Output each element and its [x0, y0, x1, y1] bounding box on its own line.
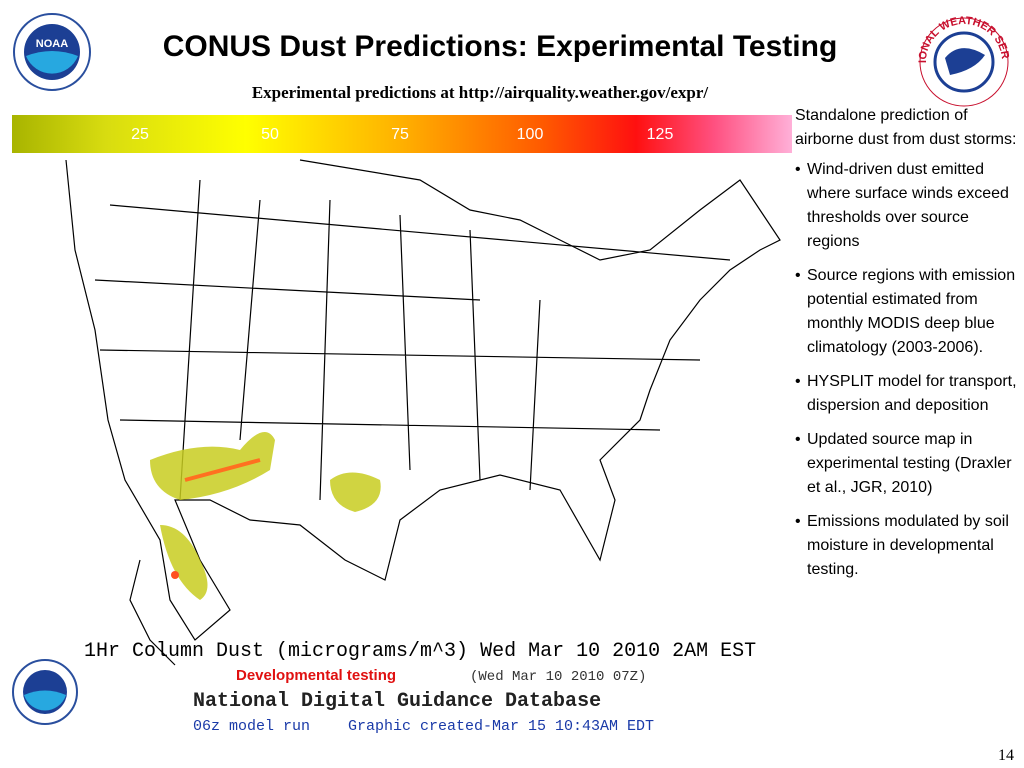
map-panel [12, 153, 792, 738]
map-noaa-logo [12, 659, 78, 725]
colorbar-tick-label: 125 [647, 126, 674, 143]
colorbar-tick-label: 25 [131, 126, 149, 143]
subtitle: Experimental predictions at http://airqu… [251, 83, 709, 102]
bullet: HYSPLIT model for transport, dispersion … [795, 370, 1017, 418]
colorbar-tick-label: 100 [517, 126, 544, 143]
map-model-run: 06z model run [193, 718, 310, 735]
map-database: National Digital Guidance Database [193, 690, 601, 713]
map-outline [65, 159, 781, 666]
colorbar [12, 115, 792, 153]
map-created: Graphic created-Mar 15 10:43AM EDT [348, 718, 654, 735]
title: CONUS Dust Predictions: Experimental Tes… [162, 30, 838, 63]
bullet-list: Wind-driven dust emitted where surface w… [795, 158, 1017, 582]
colorbar-tick-label: 50 [261, 126, 279, 143]
colorbar-tick-label: 75 [391, 126, 409, 143]
bullet: Updated source map in experimental testi… [795, 428, 1017, 500]
sidebar: Standalone prediction of airborne dust f… [795, 104, 1017, 592]
dust-areas [150, 432, 381, 600]
map-time: (Wed Mar 10 2010 07Z) [470, 669, 646, 685]
sidebar-intro: Standalone prediction of airborne dust f… [795, 107, 1017, 148]
page-number: 14 [998, 747, 1014, 764]
map-caption: 1Hr Column Dust (micrograms/m^3) Wed Mar… [84, 640, 756, 663]
colorbar-ticks: 25 50 75 100 125 [131, 126, 673, 143]
noaa-logo-text: NOAA [36, 38, 68, 50]
dev-label: Developmental testing [236, 667, 396, 684]
bullet: Emissions modulated by soil moisture in … [795, 510, 1017, 582]
noaa-logo: NOAA [13, 13, 91, 91]
bullet: Wind-driven dust emitted where surface w… [795, 158, 1017, 254]
bullet: Source regions with emission potential e… [795, 264, 1017, 360]
